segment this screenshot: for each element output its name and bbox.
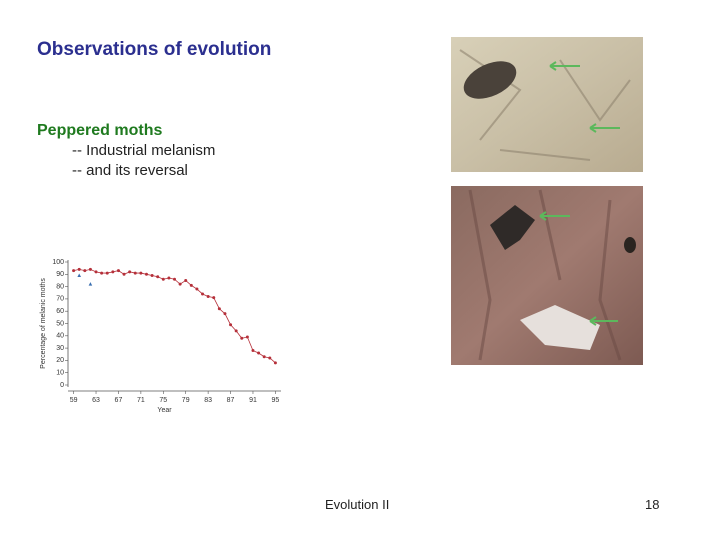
- y-tick-label: 100: [52, 259, 64, 266]
- data-point: [116, 269, 120, 273]
- y-tick-label: 20: [56, 357, 64, 364]
- data-point: [245, 335, 249, 339]
- data-point: [133, 271, 137, 275]
- x-tick-label: 87: [227, 397, 235, 404]
- data-point: [144, 272, 148, 276]
- y-tick-label: 50: [56, 320, 64, 327]
- y-tick-label: 80: [56, 283, 64, 290]
- data-point: [72, 269, 76, 273]
- data-point: [195, 287, 199, 291]
- data-point: [167, 276, 171, 280]
- data-point: [251, 349, 255, 353]
- x-tick-label: 75: [159, 397, 167, 404]
- data-point: [111, 270, 115, 274]
- y-tick-label: 60: [56, 308, 64, 315]
- data-point: [178, 282, 182, 286]
- x-tick-label: 67: [115, 397, 123, 404]
- data-point: [94, 270, 98, 274]
- data-point: [88, 282, 93, 286]
- data-point: [223, 312, 227, 316]
- data-point: [100, 271, 104, 275]
- bullet: -- and its reversal: [72, 162, 188, 179]
- data-point: [268, 356, 272, 360]
- data-point: [139, 271, 143, 275]
- data-point: [173, 277, 176, 281]
- chart: 0 10 20 30 40 50 60 70 80 90 100 59 63 67 71 75 79 83 87 91…: [40, 259, 281, 414]
- photo-light-bark: [451, 37, 643, 172]
- x-tick-label: 71: [137, 397, 145, 404]
- x-axis-label: Year: [157, 407, 172, 414]
- y-tick-label: 0: [60, 382, 64, 389]
- data-point: [234, 329, 238, 333]
- x-tick-label: 79: [182, 397, 190, 404]
- data-point: [240, 336, 244, 340]
- data-point: [88, 267, 92, 271]
- data-point: [273, 361, 277, 365]
- slide-title: Observations of evolution: [37, 39, 271, 60]
- y-axis-label: Percentage of melanic moths: [40, 278, 47, 369]
- data-point: [77, 273, 82, 278]
- data-point: [217, 307, 221, 311]
- data-point: [77, 267, 81, 271]
- data-point: [161, 277, 165, 281]
- y-tick-label: 10: [56, 370, 64, 377]
- data-point: [201, 292, 205, 296]
- x-tick-label: 63: [92, 397, 100, 404]
- photo-dark-bark: [451, 186, 643, 365]
- x-tick-label: 91: [249, 397, 257, 404]
- data-point: [212, 296, 216, 300]
- x-tick-label: 59: [70, 397, 78, 404]
- x-tick-label: 95: [271, 397, 279, 404]
- y-tick-label: 70: [56, 296, 64, 303]
- data-point: [122, 272, 126, 276]
- y-tick-label: 90: [56, 271, 64, 278]
- data-point: [128, 270, 132, 274]
- data-point: [150, 274, 154, 278]
- x-tick-label: 83: [204, 397, 212, 404]
- series-line: [73, 268, 276, 364]
- bullet: -- Industrial melanism: [72, 142, 215, 159]
- data-point: [184, 278, 188, 282]
- y-tick-label: 40: [56, 333, 64, 340]
- data-point: [189, 283, 193, 287]
- data-point: [156, 275, 160, 279]
- y-tick-label: 30: [56, 345, 64, 352]
- footer: Evolution II: [325, 497, 389, 512]
- data-point: [229, 323, 233, 327]
- data-point: [206, 294, 210, 298]
- data-point: [257, 351, 261, 355]
- data-point: [105, 271, 109, 275]
- subtitle: Peppered moths: [37, 122, 162, 139]
- data-point: [83, 269, 87, 273]
- data-point: [262, 355, 266, 359]
- page-number: 18: [645, 497, 659, 512]
